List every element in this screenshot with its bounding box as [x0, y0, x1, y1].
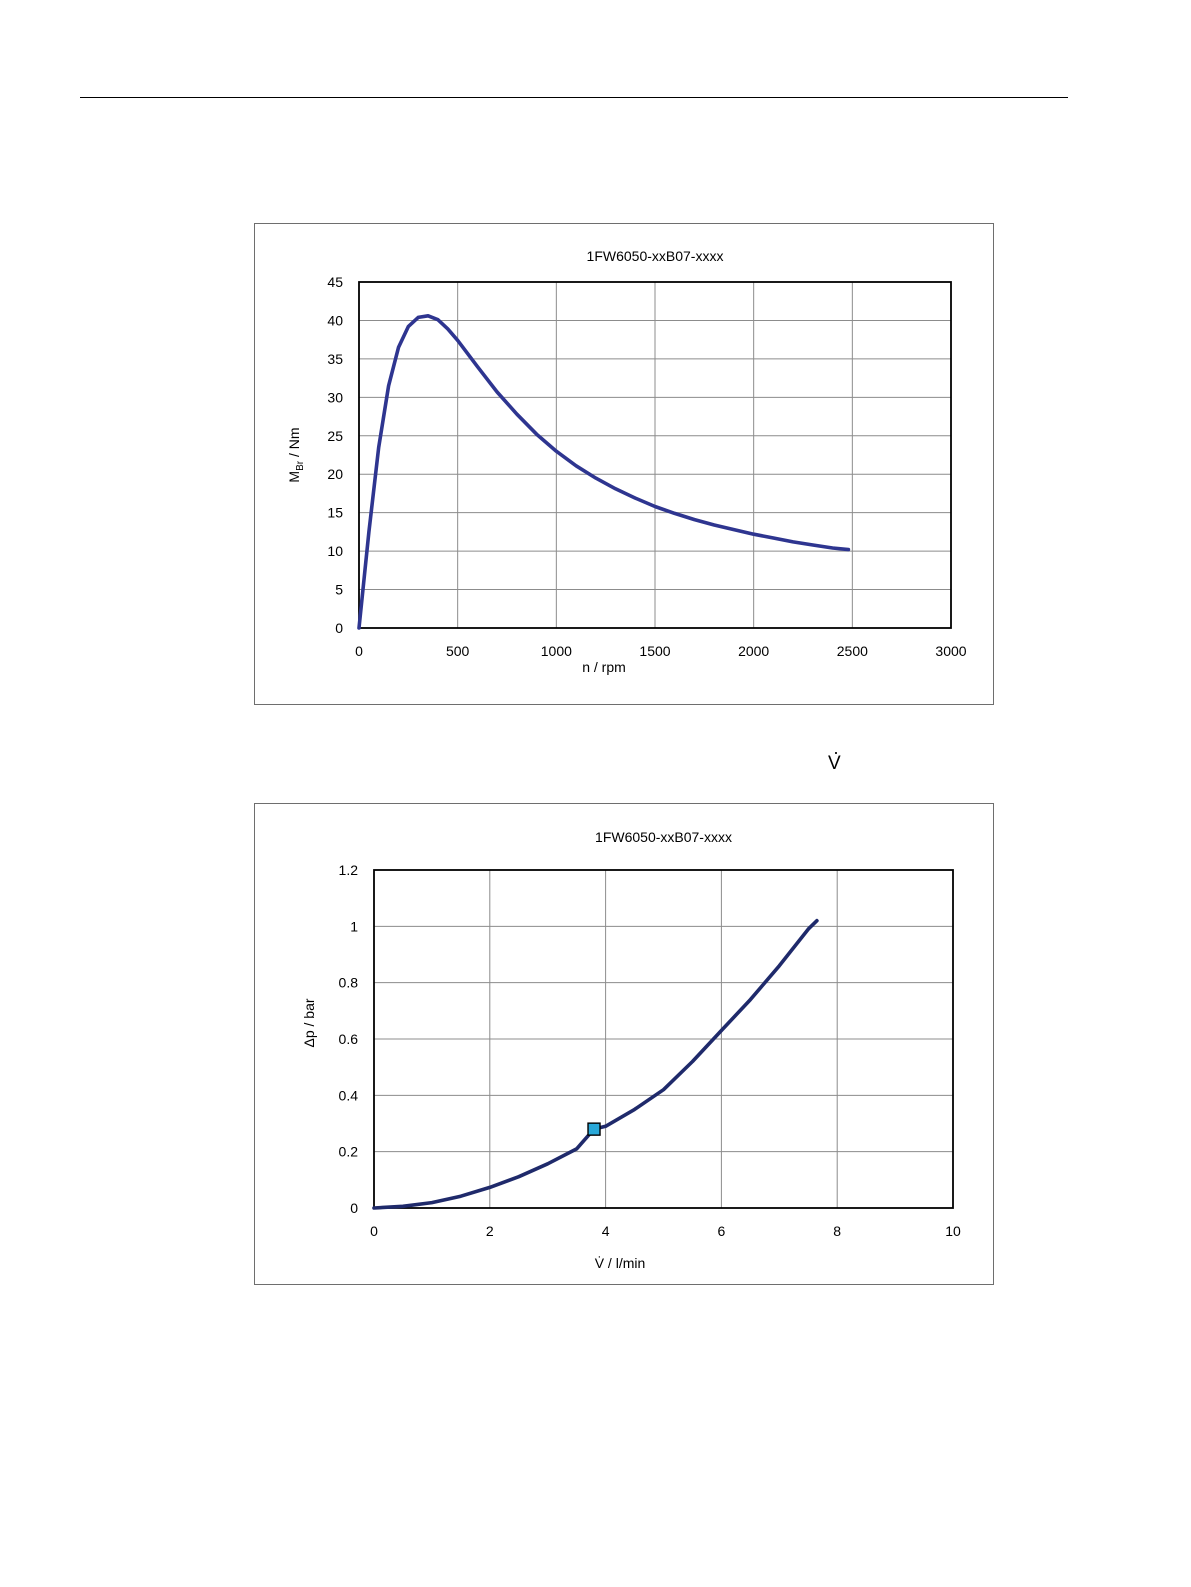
- y-tick-label: 5: [335, 582, 343, 598]
- braking-torque-chart: 1FW6050-xxB07-xxxx 0 500 1000 1500 2000 2500 30…: [286, 248, 967, 675]
- y-tick-label: 30: [327, 389, 343, 405]
- y-tick-label: 0: [335, 620, 343, 636]
- x-axis-label: V̇ / l/min: [595, 1255, 646, 1271]
- x-tick-label: 8: [833, 1223, 841, 1239]
- y-axis-label: MBr / Nm: [286, 427, 306, 482]
- chart-title: 1FW6050-xxB07-xxxx: [595, 829, 732, 845]
- header-rule: [80, 97, 1068, 98]
- y-tick-label: 0: [350, 1200, 358, 1216]
- x-tick-label: 0: [355, 643, 363, 659]
- x-tick-label: 2500: [837, 643, 868, 659]
- x-tick-label: 1500: [639, 643, 670, 659]
- series-line: [372, 918, 819, 1210]
- x-tick-label: 500: [446, 643, 470, 659]
- y-axis-label-main: M: [286, 471, 302, 483]
- y-axis-label-unit: / Nm: [286, 427, 302, 460]
- y-tick-label: 40: [327, 312, 343, 328]
- x-tick-label: 2: [486, 1223, 494, 1239]
- x-tick-label: 3000: [935, 643, 966, 659]
- flow-rate-symbol: · V: [828, 742, 841, 776]
- y-tick-label: 45: [327, 274, 343, 290]
- pressure-drop-chart: 1FW6050-xxB07-xxxx 0 2 4 6 8 10 0 0.2 0.4 0.6 0.8 1 1…: [301, 829, 961, 1271]
- plot-area-frame: [358, 281, 952, 629]
- operating-point-marker: [587, 1122, 601, 1136]
- x-tick-label: 2000: [738, 643, 769, 659]
- y-tick-label: 1.2: [339, 862, 359, 878]
- y-tick-label: 0.8: [339, 975, 359, 991]
- x-tick-label: 4: [602, 1223, 610, 1239]
- flow-rate-symbol-dot: ·: [833, 742, 839, 762]
- y-tick-label: 0.4: [339, 1087, 359, 1103]
- y-axis-label: Δp / bar: [301, 998, 317, 1047]
- plot-area-frame: [373, 869, 954, 1209]
- flow-rate-symbol-letter: V: [828, 753, 841, 774]
- series-line: [357, 314, 851, 630]
- x-tick-label: 0: [370, 1223, 378, 1239]
- x-axis-label: n / rpm: [582, 659, 626, 675]
- y-tick-label: 25: [327, 428, 343, 444]
- chart-title: 1FW6050-xxB07-xxxx: [587, 248, 724, 264]
- y-tick-label: 0.2: [339, 1144, 359, 1160]
- braking-torque-chart-panel: 1FW6050-xxB07-xxxx 0 500 1000 1500 2000 2500 30…: [254, 223, 994, 705]
- y-tick-label: 35: [327, 351, 343, 367]
- x-tick-label: 6: [718, 1223, 726, 1239]
- y-tick-label: 0.6: [339, 1031, 359, 1047]
- y-axis-label-subscript: Br: [295, 460, 306, 471]
- y-tick-label: 10: [327, 543, 343, 559]
- x-tick-label: 10: [945, 1223, 961, 1239]
- y-tick-label: 20: [327, 466, 343, 482]
- y-tick-label: 15: [327, 505, 343, 521]
- x-tick-label: 1000: [541, 643, 572, 659]
- pressure-drop-chart-panel: 1FW6050-xxB07-xxxx 0 2 4 6 8 10 0 0.2 0.4 0.6 0.8 1 1…: [254, 803, 994, 1285]
- y-tick-label: 1: [350, 918, 358, 934]
